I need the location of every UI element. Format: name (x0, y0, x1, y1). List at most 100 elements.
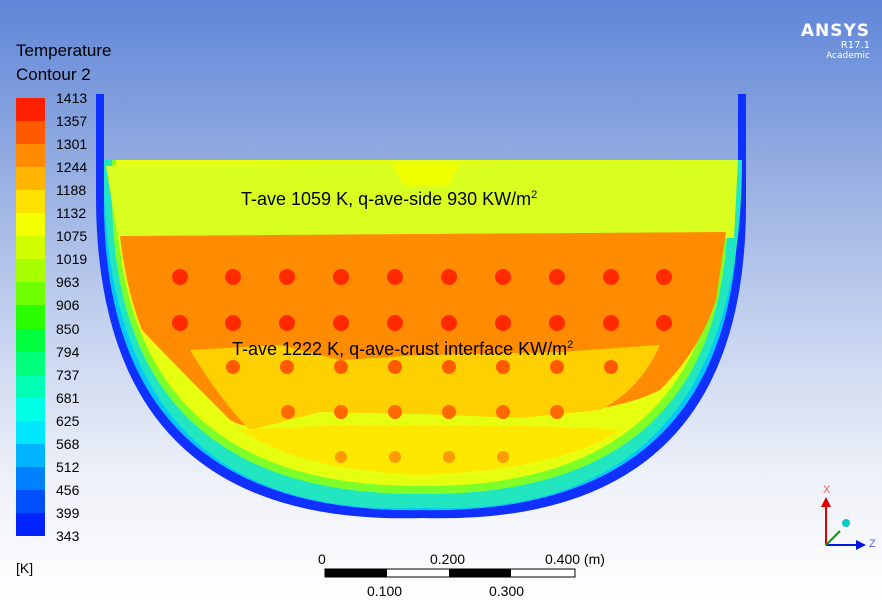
heat-source-dot (549, 315, 565, 331)
heat-source-dot (497, 451, 509, 463)
legend-title-line1: Temperature (16, 41, 112, 60)
heat-source-dot (441, 315, 457, 331)
heat-source-dot (388, 405, 402, 419)
heat-source-dot (280, 360, 294, 374)
legend-color-segment (16, 98, 45, 122)
legend-tick-label: 1019 (56, 251, 88, 268)
scale-label-0300: 0.300 (489, 583, 525, 599)
heat-source-dot (443, 451, 455, 463)
top-layer (106, 160, 738, 240)
heat-source-dot (172, 315, 188, 331)
heat-source-dot (226, 360, 240, 374)
legend-tick-label: 399 (56, 504, 80, 521)
legend-color-segment (16, 305, 45, 330)
legend-color-segment (16, 420, 45, 445)
annotation-top-sup: 2 (531, 189, 538, 201)
heat-source-dot (335, 451, 347, 463)
legend-tick-label: 1301 (56, 136, 88, 153)
legend-tick-label: 1075 (56, 228, 88, 245)
heat-source-dot (496, 360, 510, 374)
legend-color-segment (16, 144, 45, 168)
heat-source-dot (604, 360, 618, 374)
yellow-lower (190, 345, 660, 430)
heat-source-dot (495, 315, 511, 331)
scale-label-0400: 0.400 (m) (545, 551, 605, 567)
legend-tick-label: 1132 (56, 205, 87, 222)
heat-source-dot (334, 360, 348, 374)
heat-source-dot (442, 405, 456, 419)
ansys-logo: ANSYS R17.1 Academic (801, 22, 870, 62)
legend-color-segment (16, 259, 45, 283)
annotation-bottom-text: T-ave 1222 K, q-ave-crust interface KW/m (232, 339, 568, 359)
heat-source-dot (603, 269, 619, 285)
legend-color-segment (16, 512, 45, 537)
legend-tick-label: 1188 (56, 182, 87, 199)
legend-tick-label: 850 (56, 320, 80, 337)
annotation-top-text: T-ave 1059 K, q-ave-side 930 KW/m (241, 189, 532, 209)
heat-source-dot (281, 405, 295, 419)
heat-source-dot (603, 315, 619, 331)
legend-color-segment (16, 328, 45, 353)
legend-color-segment (16, 190, 45, 214)
legend-tick-label: 737 (56, 366, 80, 383)
color-legend-bar (16, 98, 45, 537)
ansys-version: R17.1 (840, 40, 870, 51)
axis-x-label: X (823, 484, 831, 496)
legend-tick-label: 681 (56, 389, 80, 406)
annotation-bottom-sup: 2 (567, 339, 574, 351)
heat-source-dot (279, 269, 295, 285)
legend-tick-label: 456 (56, 481, 80, 498)
heat-source-dot (656, 315, 672, 331)
legend-tick-label: 906 (56, 297, 80, 314)
annotation-bottom: T-ave 1222 K, q-ave-crust interface KW/m… (232, 339, 573, 360)
heat-source-dot (496, 405, 510, 419)
legend-tick-label: 794 (56, 343, 80, 360)
heat-source-dot (549, 269, 565, 285)
scale-label-0: 0 (318, 551, 326, 567)
heat-source-dot (550, 360, 564, 374)
scale-label-0200: 0.200 (430, 551, 466, 567)
legend-tick-label: 1357 (56, 113, 88, 130)
legend-tick-label: 512 (56, 458, 80, 475)
heat-source-dots (172, 269, 672, 463)
legend-color-segment (16, 121, 45, 145)
heat-source-dot (656, 269, 672, 285)
legend-color-segment (16, 443, 45, 468)
scale-label-0100: 0.100 (367, 583, 403, 599)
ansys-edition: Academic (826, 51, 870, 61)
yellow-bottom (240, 425, 620, 475)
heat-source-dot (172, 269, 188, 285)
heat-source-dot (333, 315, 349, 331)
legend-title-line2: Contour 2 (16, 65, 91, 84)
heat-source-dot (333, 269, 349, 285)
legend-tick-label: 963 (56, 274, 80, 291)
legend-color-segment (16, 374, 45, 399)
legend-tick-label: 568 (56, 435, 80, 452)
axis-z-label: Z (869, 538, 876, 550)
heat-source-dot (225, 269, 241, 285)
heat-source-dot (442, 360, 456, 374)
annotation-top: T-ave 1059 K, q-ave-side 930 KW/m2 (241, 189, 537, 210)
heat-source-dot (334, 405, 348, 419)
heat-source-dot (387, 269, 403, 285)
legend-tick-label: 1413 (56, 90, 88, 106)
legend-color-segment (16, 213, 45, 237)
heat-source-dot (279, 315, 295, 331)
legend-tick-label: 343 (56, 528, 80, 544)
legend-color-segment (16, 282, 45, 306)
heat-source-dot (389, 451, 401, 463)
legend-color-segment (16, 236, 45, 260)
legend-tick-label: 1244 (56, 159, 88, 176)
top-layer-center (392, 164, 460, 186)
heat-source-dot (388, 360, 402, 374)
heat-source-dot (441, 269, 457, 285)
legend-unit: [K] (16, 560, 34, 576)
ansys-product: ANSYS (800, 21, 870, 41)
heat-source-dot (387, 315, 403, 331)
legend-color-segment (16, 167, 45, 191)
heat-source-dot (550, 405, 564, 419)
heat-source-dot (225, 315, 241, 331)
